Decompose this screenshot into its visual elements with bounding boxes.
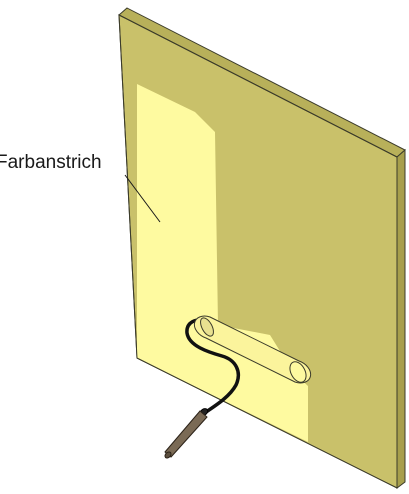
board-front-outline <box>118 14 398 489</box>
roller-cover <box>193 315 312 384</box>
roller-frame <box>185 318 241 414</box>
handle-end-cap <box>164 451 172 459</box>
roller-handle <box>164 410 208 458</box>
board-side-edge <box>396 148 406 489</box>
label-leader-line <box>124 174 161 223</box>
roller-cover-start-cap <box>200 317 214 337</box>
paint-coat-label: Farbanstrich <box>0 152 102 173</box>
roller-cover-end-cap <box>289 361 307 383</box>
